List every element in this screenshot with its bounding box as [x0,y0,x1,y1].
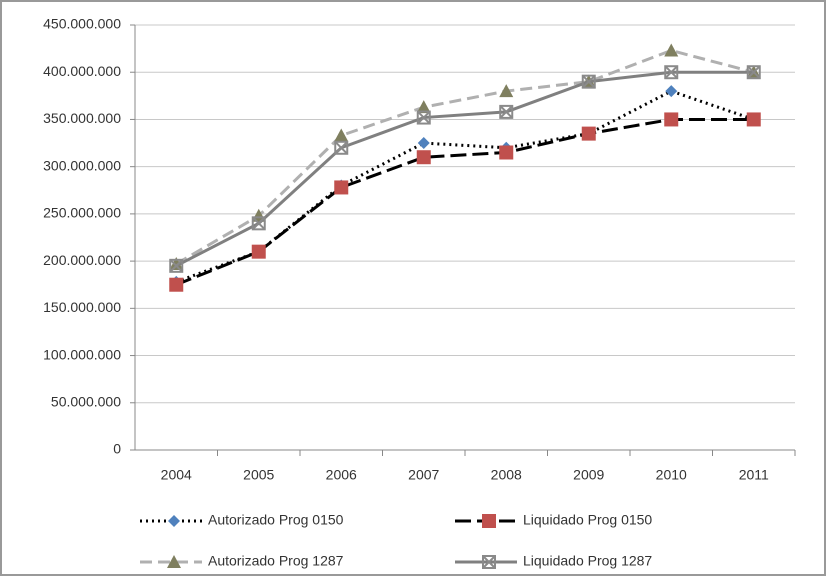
series-line [175,48,755,266]
marker [581,126,596,141]
marker [664,65,679,80]
legend-label: Autorizado Prog 0150 [208,512,344,528]
y-tick-label: 0 [113,441,121,457]
marker [482,555,496,569]
x-tick-label: 2004 [161,467,192,483]
y-tick-label: 200.000.000 [43,252,121,268]
marker [251,244,266,259]
marker-part [252,216,266,231]
marker [499,84,514,98]
marker [168,515,180,527]
marker [499,145,514,160]
marker-part [169,258,184,273]
marker [482,514,496,528]
marker [416,100,431,114]
marker-part [169,259,183,273]
marker-part [334,140,349,155]
marker [334,140,349,155]
x-tick-label: 2009 [573,467,604,483]
series-line [175,70,754,268]
marker-part [746,65,761,80]
marker-part [416,110,431,125]
marker [746,112,761,127]
marker [169,258,184,273]
marker-part [499,104,514,119]
y-tick-label: 250.000.000 [43,205,121,221]
x-tick-label: 2007 [408,467,439,483]
x-tick-label: 2010 [656,467,687,483]
marker [167,555,181,568]
legend-label: Autorizado Prog 1287 [208,553,344,569]
marker-part [417,110,431,125]
marker [416,150,431,165]
marker-part [664,65,679,80]
x-tick-label: 2006 [326,467,357,483]
marker-part [334,141,348,155]
marker-part [482,555,496,569]
marker-part [664,65,678,79]
series-line [175,117,754,287]
legend-label: Liquidado Prog 0150 [523,512,652,528]
marker [416,110,431,125]
marker-part [251,216,266,231]
marker [499,104,514,119]
marker [417,137,430,150]
marker-part [499,105,513,119]
y-tick-label: 50.000.000 [51,393,121,409]
y-tick-label: 450.000.000 [43,16,121,32]
y-tick-label: 350.000.000 [43,110,121,126]
marker-part [581,74,596,89]
marker-part [482,555,496,569]
x-tick-label: 2011 [739,467,769,483]
marker [334,128,349,142]
marker-part [582,74,596,89]
marker [334,180,349,195]
marker-part [747,65,761,79]
y-tick-label: 100.000.000 [43,346,121,362]
legend-label: Liquidado Prog 1287 [523,553,652,569]
x-tick-label: 2005 [243,467,274,483]
y-tick-label: 400.000.000 [43,63,121,79]
marker [169,277,184,292]
marker [665,85,678,98]
marker [664,112,679,127]
x-tick-label: 2008 [491,467,522,483]
marker [581,74,596,89]
marker [746,65,761,80]
marker [251,216,266,231]
y-tick-label: 300.000.000 [43,157,121,173]
marker [664,43,679,57]
y-tick-label: 150.000.000 [43,299,121,315]
marker [169,256,184,270]
